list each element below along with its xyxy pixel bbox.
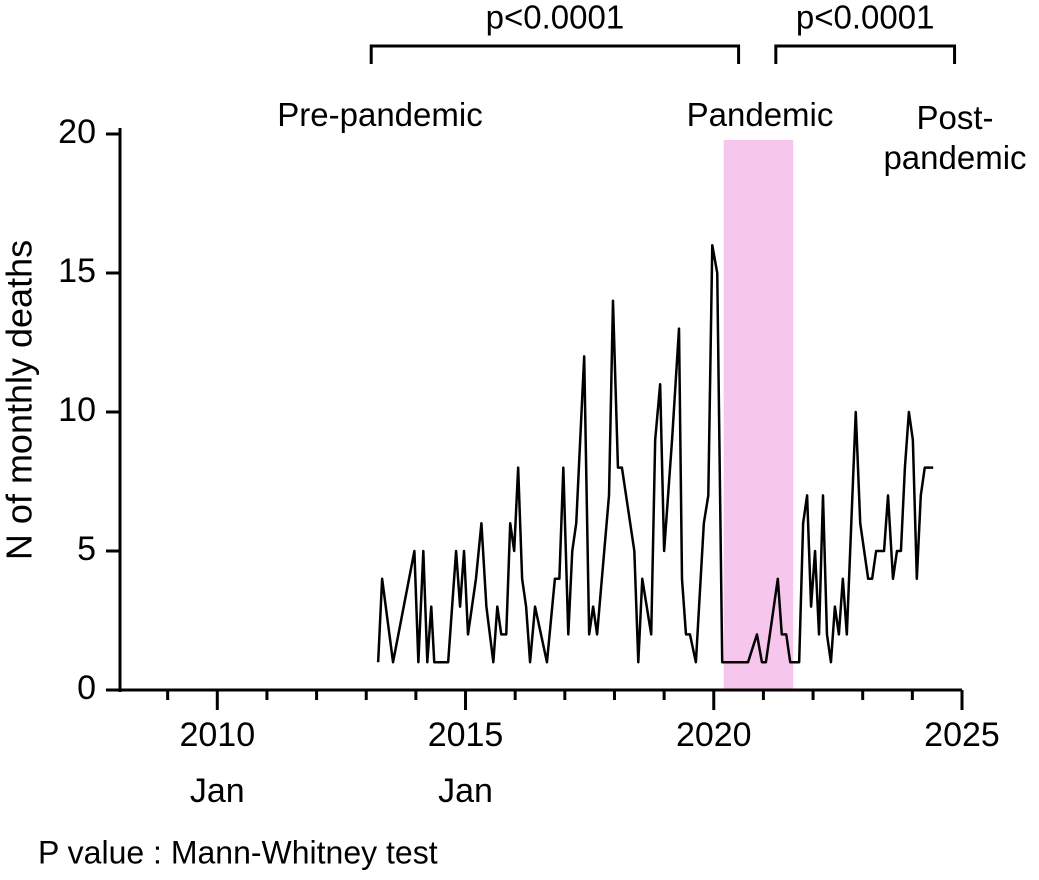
- bracket: [774, 44, 957, 64]
- bracket-label: p<0.0001: [796, 0, 935, 36]
- pandemic-shade: [723, 140, 794, 690]
- data-line: [376, 243, 934, 664]
- y-tick-label: 0: [77, 669, 96, 707]
- bracket-label: p<0.0001: [486, 0, 625, 36]
- period-label: Pandemic: [686, 96, 834, 133]
- y-tick-label: 15: [58, 252, 96, 290]
- footnote: P value : Mann-Whitney test: [38, 834, 438, 870]
- y-tick-label: 20: [58, 113, 96, 151]
- x-tick-label: 2010: [179, 716, 255, 754]
- period-label: Post- pandemic: [883, 99, 1027, 176]
- period-label: Pre-pandemic: [277, 96, 483, 133]
- x-tick-sublabel: Jan: [438, 772, 493, 810]
- x-tick-label: 2015: [428, 716, 504, 754]
- y-axis-label: N of monthly deaths: [0, 240, 40, 560]
- x-tick-sublabel: Jan: [190, 772, 245, 810]
- bracket: [369, 44, 741, 64]
- y-tick-label: 5: [77, 530, 96, 568]
- x-tick-label: 2020: [676, 716, 752, 754]
- x-tick-label: 2025: [924, 716, 1000, 754]
- y-tick-label: 10: [58, 391, 96, 429]
